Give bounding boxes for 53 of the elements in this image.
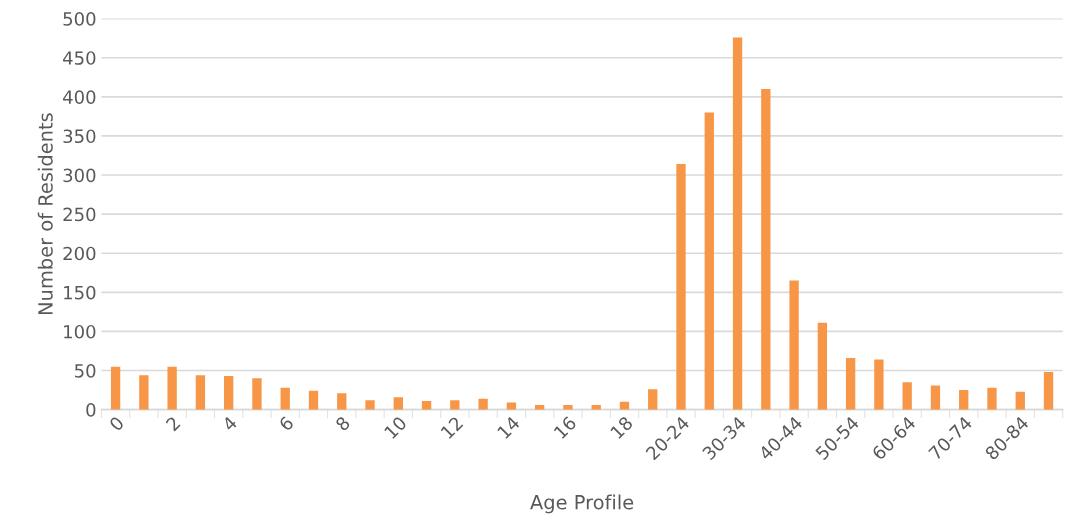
x-tick-label: 18 (609, 415, 634, 440)
bar (732, 37, 743, 410)
bar (337, 393, 347, 410)
bar (139, 375, 149, 410)
bar (789, 280, 799, 410)
x-tick-label: 6 (278, 415, 295, 432)
x-tick-label: 16 (553, 415, 577, 440)
y-axis-title: Number of Residents (37, 113, 53, 315)
x-tick-label: 14 (496, 415, 521, 440)
y-tick-label: 150 (64, 285, 96, 300)
y-tick-label: 400 (63, 90, 96, 104)
x-tick-label: 12 (440, 416, 464, 440)
x-tick-label: 0 (108, 415, 125, 432)
bar (393, 397, 403, 410)
bar (1043, 372, 1054, 410)
bar (902, 382, 912, 410)
y-tick-label: 300 (63, 168, 96, 183)
y-tick-label: 50 (75, 364, 96, 378)
bar (648, 389, 658, 410)
bar (478, 398, 488, 410)
bar (987, 387, 997, 410)
bar (845, 358, 856, 410)
y-tick-label: 200 (63, 246, 96, 261)
bar (308, 390, 319, 410)
y-tick-label: 0 (86, 403, 96, 417)
y-tick-label: 500 (63, 12, 96, 26)
y-tick-label: 350 (63, 129, 96, 144)
bar (761, 89, 771, 410)
bar (930, 385, 941, 410)
bar (450, 400, 460, 410)
bar (365, 400, 375, 410)
bar (110, 366, 121, 410)
bar (252, 378, 262, 410)
bar (224, 376, 234, 410)
bar (704, 112, 714, 410)
x-tick-label: 10 (383, 415, 408, 440)
y-tick-label: 250 (63, 207, 96, 222)
bar (874, 359, 884, 410)
y-tick-label: 100 (64, 324, 96, 339)
bar (167, 366, 177, 410)
bar (959, 390, 969, 410)
x-tick-label: 2 (165, 416, 181, 432)
bar (280, 387, 290, 410)
bar (421, 401, 432, 410)
bar (195, 375, 206, 410)
bar (817, 322, 828, 410)
x-tick-label: 8 (334, 415, 351, 432)
x-axis-title: Age Profile (530, 494, 634, 514)
bar (676, 164, 686, 410)
y-tick-label: 450 (63, 51, 96, 65)
bar (563, 404, 573, 410)
bar (1015, 391, 1025, 410)
x-tick-label: 4 (221, 415, 238, 432)
